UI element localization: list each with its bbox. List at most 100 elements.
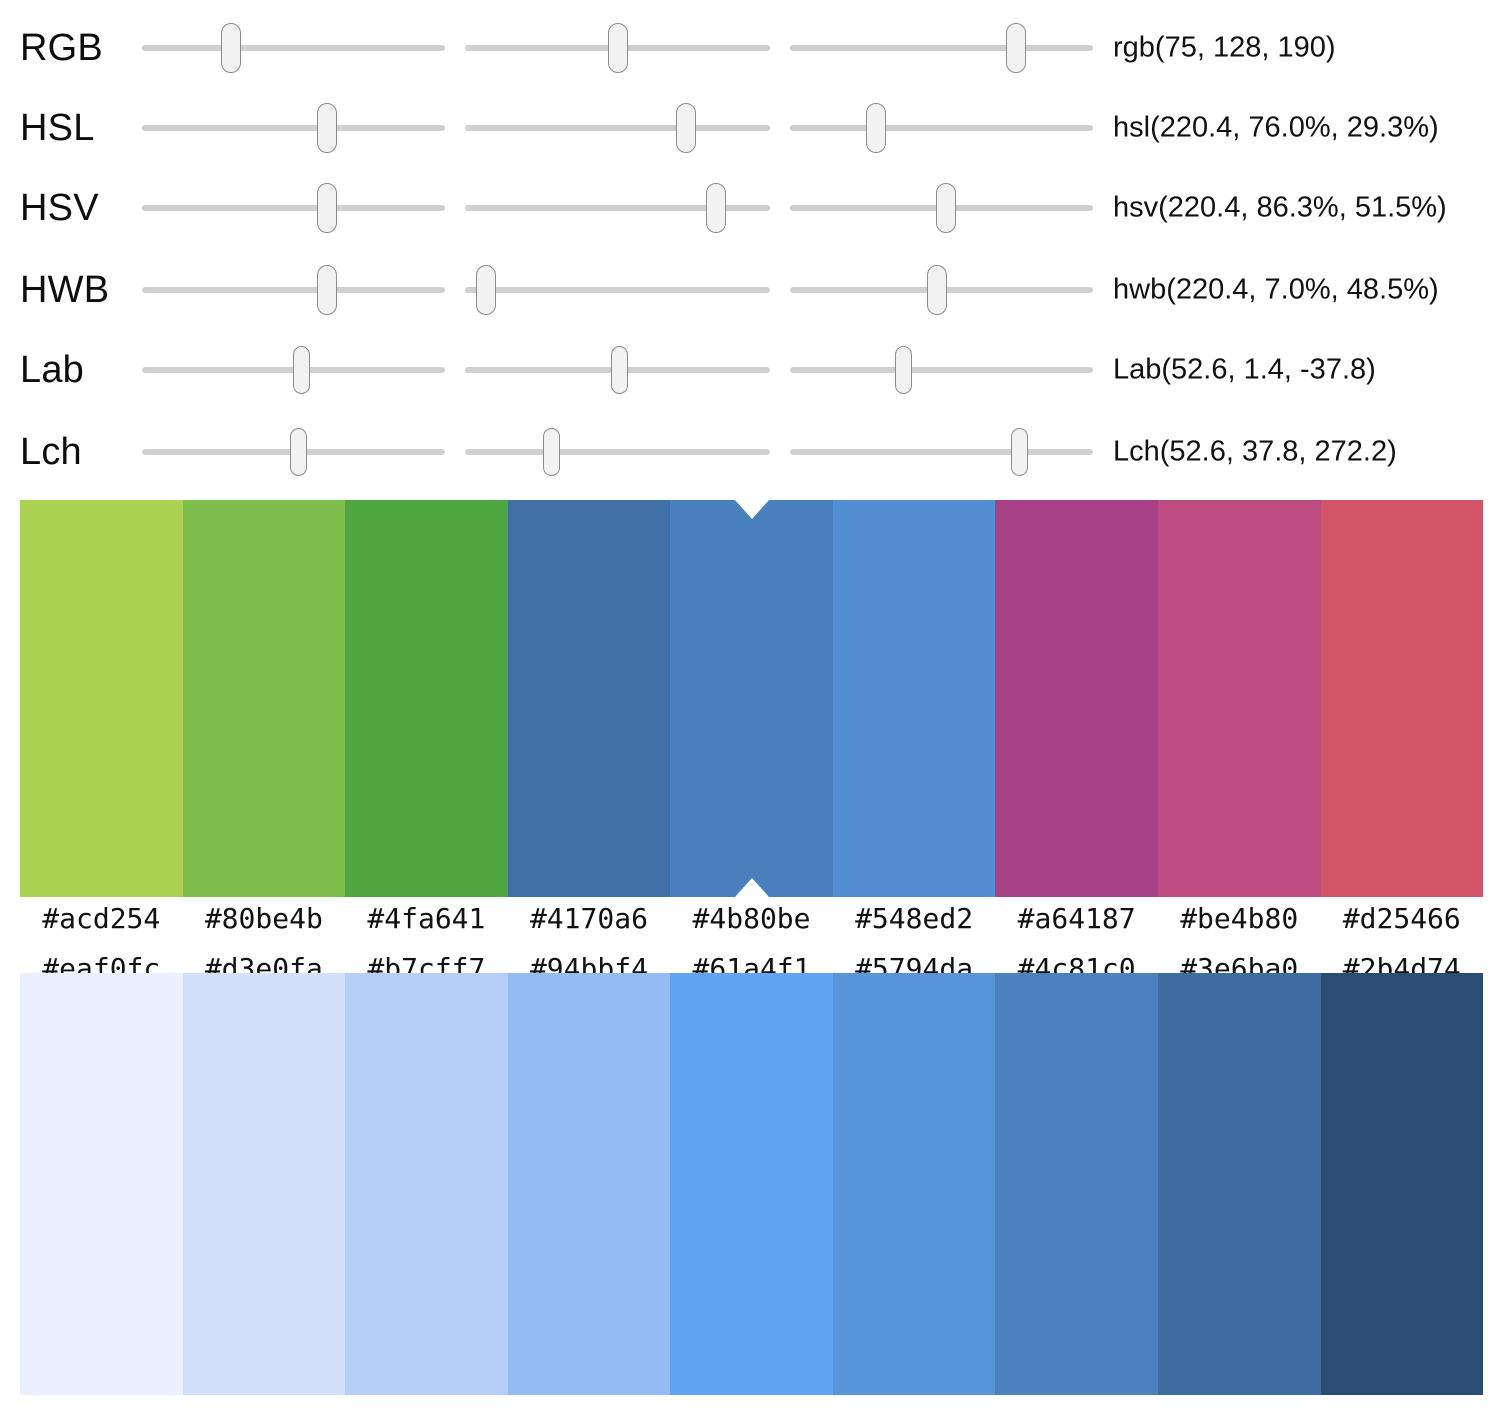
palette-row-bottom: [20, 973, 1484, 1395]
slider-lch-channel-2[interactable]: [465, 412, 770, 492]
slider-thumb[interactable]: [476, 265, 497, 315]
slider-hsl-channel-3[interactable]: [790, 88, 1093, 168]
slider-row-lab: Lab Lab(52.6, 1.4, -37.8): [0, 330, 1501, 410]
slider-track[interactable]: [790, 449, 1093, 455]
slider-lab-channel-2[interactable]: [465, 330, 770, 410]
color-swatch[interactable]: [20, 500, 183, 897]
color-swatch[interactable]: [832, 973, 996, 1395]
color-swatch[interactable]: [670, 973, 833, 1395]
slider-thumb[interactable]: [221, 23, 242, 73]
slider-thumb[interactable]: [894, 346, 912, 394]
color-swatch[interactable]: [1320, 973, 1484, 1395]
color-value-text: hwb(220.4, 7.0%, 48.5%): [1113, 273, 1439, 306]
slider-thumb[interactable]: [1010, 428, 1028, 476]
slider-row-label: RGB: [20, 27, 103, 69]
swatch-hex-label: #80be4b: [204, 902, 323, 935]
slider-lab-channel-1[interactable]: [142, 330, 445, 410]
slider-thumb[interactable]: [317, 103, 338, 153]
slider-thumb[interactable]: [926, 265, 947, 315]
slider-rgb-channel-3[interactable]: [790, 8, 1093, 88]
color-value-text: hsl(220.4, 76.0%, 29.3%): [1113, 111, 1439, 144]
slider-thumb[interactable]: [610, 346, 628, 394]
slider-hwb-channel-3[interactable]: [790, 250, 1093, 330]
swatch-hex-label: #4170a6: [529, 902, 648, 935]
slider-lch-channel-3[interactable]: [790, 412, 1093, 492]
slider-thumb[interactable]: [289, 428, 307, 476]
slider-track[interactable]: [142, 125, 445, 131]
selection-marker-top-icon: [734, 500, 769, 519]
color-value-text: rgb(75, 128, 190): [1113, 31, 1336, 64]
color-swatch[interactable]: [1157, 973, 1321, 1395]
slider-track[interactable]: [142, 287, 445, 293]
slider-thumb[interactable]: [866, 103, 887, 153]
slider-track[interactable]: [465, 125, 770, 131]
slider-row-lch: Lch Lch(52.6, 37.8, 272.2): [0, 412, 1501, 492]
color-swatch[interactable]: [507, 973, 671, 1395]
slider-rgb-channel-2[interactable]: [465, 8, 770, 88]
swatch-hex-label: #548ed2: [855, 902, 974, 935]
color-swatch[interactable]: [995, 500, 1158, 897]
slider-row-rgb: RGB rgb(75, 128, 190): [0, 8, 1501, 88]
color-swatch[interactable]: [345, 973, 508, 1395]
slider-track[interactable]: [142, 205, 445, 211]
color-swatch-selected[interactable]: [670, 500, 833, 897]
slider-track[interactable]: [790, 125, 1093, 131]
slider-track[interactable]: [790, 45, 1093, 51]
slider-row-label: HSL: [20, 107, 95, 149]
color-swatch[interactable]: [182, 973, 346, 1395]
slider-row-label: HWB: [20, 269, 110, 311]
color-model-sliders: RGB rgb(75, 128, 190) HSL hsl(220.4, 76.0%,…: [0, 0, 1501, 490]
slider-rgb-channel-1[interactable]: [142, 8, 445, 88]
slider-thumb[interactable]: [317, 183, 338, 233]
slider-hsv-channel-3[interactable]: [790, 168, 1093, 248]
slider-row-hwb: HWB hwb(220.4, 7.0%, 48.5%): [0, 250, 1501, 330]
selection-marker-bottom-icon: [734, 878, 769, 897]
slider-hsl-channel-1[interactable]: [142, 88, 445, 168]
slider-track[interactable]: [465, 449, 770, 455]
swatch-hex-label: #a64187: [1017, 902, 1136, 935]
swatch-hex-label: #be4b80: [1180, 902, 1299, 935]
swatch-hex-label: #d25466: [1342, 902, 1461, 935]
slider-track[interactable]: [465, 287, 770, 293]
slider-thumb[interactable]: [705, 183, 726, 233]
color-swatch[interactable]: [182, 500, 346, 897]
slider-thumb[interactable]: [1005, 23, 1026, 73]
slider-row-label: Lch: [20, 431, 82, 473]
slider-hwb-channel-2[interactable]: [465, 250, 770, 330]
color-value-text: hsv(220.4, 86.3%, 51.5%): [1113, 191, 1447, 224]
color-swatch[interactable]: [507, 500, 671, 897]
slider-track[interactable]: [142, 45, 445, 51]
slider-lab-channel-3[interactable]: [790, 330, 1093, 410]
color-value-text: Lch(52.6, 37.8, 272.2): [1113, 435, 1397, 468]
color-swatch[interactable]: [20, 973, 183, 1395]
color-swatch[interactable]: [345, 500, 508, 897]
slider-row-label: HSV: [20, 187, 99, 229]
slider-thumb[interactable]: [676, 103, 697, 153]
slider-track[interactable]: [790, 367, 1093, 373]
slider-thumb[interactable]: [543, 428, 561, 476]
slider-lch-channel-1[interactable]: [142, 412, 445, 492]
color-swatch[interactable]: [1320, 500, 1484, 897]
slider-thumb[interactable]: [292, 346, 310, 394]
color-swatch[interactable]: [832, 500, 996, 897]
palette-row-top: [20, 500, 1484, 897]
slider-row-hsv: HSV hsv(220.4, 86.3%, 51.5%): [0, 168, 1501, 248]
slider-track[interactable]: [465, 205, 770, 211]
slider-hsv-channel-2[interactable]: [465, 168, 770, 248]
slider-thumb[interactable]: [317, 265, 338, 315]
slider-row-hsl: HSL hsl(220.4, 76.0%, 29.3%): [0, 88, 1501, 168]
swatch-hex-label: #4fa641: [367, 902, 486, 935]
color-swatch[interactable]: [1157, 500, 1321, 897]
slider-thumb[interactable]: [608, 23, 629, 73]
swatch-hex-label: #acd254: [42, 902, 161, 935]
swatch-hex-label: #4b80be: [692, 902, 811, 935]
palette-hex-labels-top: #acd254 #80be4b #4fa641 #4170a6 #4b80be #548e…: [20, 905, 1483, 933]
slider-hwb-channel-1[interactable]: [142, 250, 445, 330]
color-swatch[interactable]: [995, 973, 1158, 1395]
slider-hsl-channel-2[interactable]: [465, 88, 770, 168]
slider-row-label: Lab: [20, 349, 85, 391]
color-value-text: Lab(52.6, 1.4, -37.8): [1113, 353, 1376, 386]
slider-thumb[interactable]: [936, 183, 957, 233]
slider-hsv-channel-1[interactable]: [142, 168, 445, 248]
